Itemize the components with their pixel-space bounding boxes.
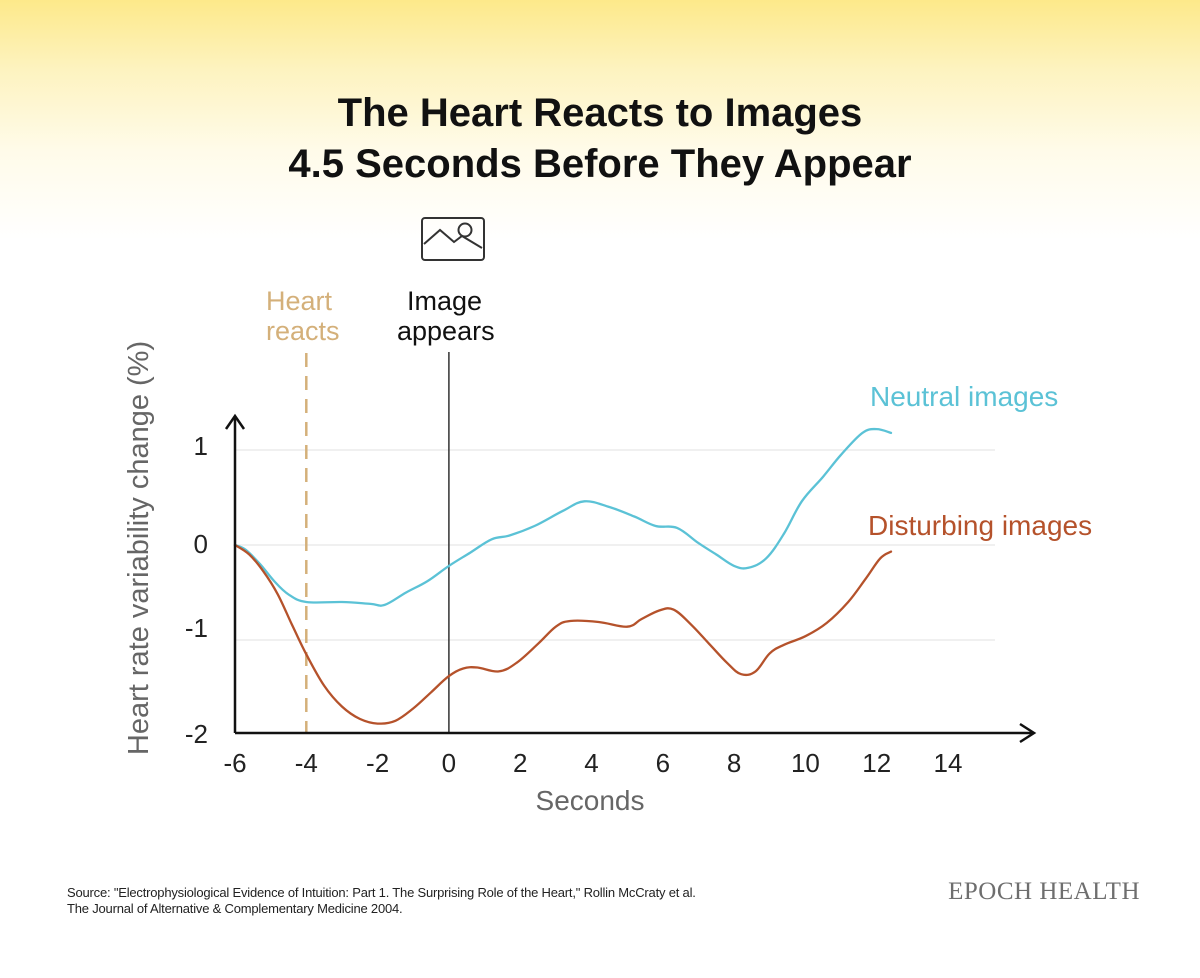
x-tick-label: 14 xyxy=(934,748,963,778)
axes xyxy=(224,413,1037,744)
y-tick-label: -1 xyxy=(185,613,208,643)
x-tick-label: 0 xyxy=(442,748,456,778)
annotations xyxy=(305,352,450,733)
x-tick-label: 12 xyxy=(862,748,891,778)
y-tick-label: 0 xyxy=(194,529,208,559)
image-icon xyxy=(421,217,485,261)
y-tick-label: -2 xyxy=(185,719,208,749)
chart-title-line-2: 4.5 Seconds Before They Appear xyxy=(288,142,912,186)
annotation-heart-reacts-line-2: reacts xyxy=(266,316,340,346)
grid-lines xyxy=(235,449,995,641)
chart-title-line-1: The Heart Reacts to Images xyxy=(337,91,863,135)
x-tick-label: 4 xyxy=(584,748,598,778)
source-line-2: The Journal of Alternative & Complementa… xyxy=(67,901,403,916)
annotation-heart-reacts-line-1: Heart xyxy=(266,286,333,316)
x-tick-label: 10 xyxy=(791,748,820,778)
annotation-image-appears-line-1: Image xyxy=(407,286,482,316)
brand-logo: EPOCH HEALTH xyxy=(948,878,1140,905)
neutral-images-line xyxy=(233,427,893,607)
series-lines xyxy=(233,427,893,725)
x-tick-label: -4 xyxy=(295,748,318,778)
legend-neutral-images: Neutral images xyxy=(870,381,1058,412)
chart-title: The Heart Reacts to Images 4.5 Seconds B… xyxy=(0,88,1200,190)
x-axis-label: Seconds xyxy=(536,785,645,816)
x-axis-arrow xyxy=(1019,722,1037,744)
x-tick-label: -2 xyxy=(366,748,389,778)
x-tick-label: 8 xyxy=(727,748,741,778)
source-citation: Source: "Electrophysiological Evidence o… xyxy=(67,885,696,917)
y-axis-label: Heart rate variability change (%) xyxy=(123,341,155,755)
annotation-image-appears-line-2: appears xyxy=(397,316,495,346)
y-axis-arrow xyxy=(224,413,246,430)
x-tick-label: -6 xyxy=(223,748,246,778)
x-tick-label: 2 xyxy=(513,748,527,778)
legend-disturbing-images: Disturbing images xyxy=(868,510,1092,541)
x-tick-label: 6 xyxy=(656,748,670,778)
disturbing-images-line xyxy=(233,543,893,725)
y-tick-label: 1 xyxy=(194,431,208,461)
source-line-1: Source: "Electrophysiological Evidence o… xyxy=(67,885,696,900)
